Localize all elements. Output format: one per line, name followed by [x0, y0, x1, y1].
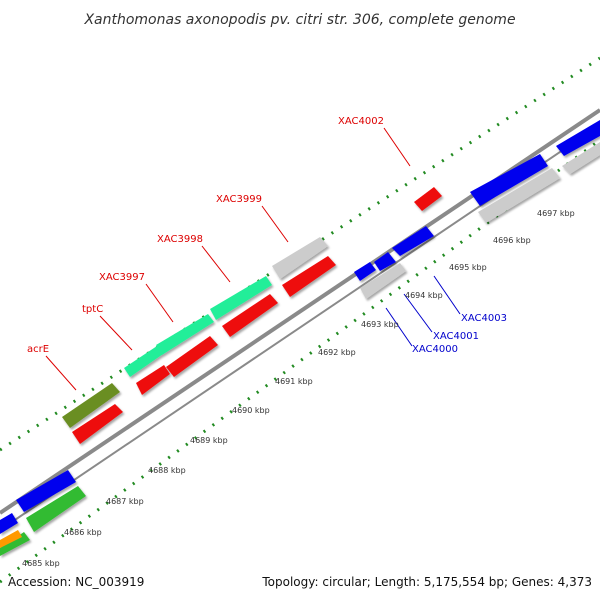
gene-feature — [282, 256, 336, 297]
gene-feature — [136, 365, 170, 395]
scale-label: 4693 kbp — [361, 320, 399, 329]
gene-feature — [124, 344, 166, 377]
scale-label: 4694 kbp — [405, 291, 443, 300]
scale-label: 4689 kbp — [190, 436, 228, 445]
leader-XAC4001 — [403, 293, 433, 333]
gene-labels: acrE tptC XAC3997 XAC3998 XAC3999 XAC400… — [27, 116, 507, 355]
scale-label: 4686 kbp — [64, 528, 102, 537]
gene-feature — [62, 383, 120, 428]
map-title: Xanthomonas axonopodis pv. citri str. 30… — [83, 12, 515, 28]
leader-XAC3999 — [261, 205, 289, 243]
gene-label-XAC3997: XAC3997 — [99, 272, 145, 283]
scale-label: 4687 kbp — [106, 497, 144, 506]
gene-feature — [0, 532, 30, 556]
gene-feature — [26, 486, 86, 532]
gene-label-XAC4000: XAC4000 — [412, 344, 458, 355]
gene-label-XAC4001: XAC4001 — [433, 331, 479, 342]
scale-label: 4696 kbp — [493, 236, 531, 245]
gene-feature — [156, 314, 214, 355]
scale-label: 4685 kbp — [22, 559, 60, 568]
gene-feature — [272, 237, 328, 279]
gene-feature — [374, 252, 396, 271]
leader-XAC4000 — [385, 307, 413, 347]
scale-labels: 4685 kbp 4686 kbp 4687 kbp 4688 kbp 4689… — [22, 209, 575, 568]
gene-feature — [562, 142, 600, 174]
gene-feature — [470, 154, 548, 206]
scale-label: 4691 kbp — [275, 377, 313, 386]
topology-text: Topology: circular; Length: 5,175,554 bp… — [261, 575, 592, 589]
gene-feature — [360, 263, 406, 299]
gene-feature — [392, 226, 434, 256]
scale-label: 4690 kbp — [232, 406, 270, 415]
gene-feature — [414, 187, 442, 211]
tick-tracks — [0, 56, 600, 584]
gene-features — [0, 120, 600, 556]
gene-label-acrE: acrE — [27, 344, 49, 355]
gene-label-XAC4003: XAC4003 — [461, 313, 507, 324]
gene-feature — [166, 336, 218, 377]
gene-feature — [354, 262, 376, 281]
leader-XAC4003 — [433, 275, 461, 315]
scale-label: 4695 kbp — [449, 263, 487, 272]
leader-tptC — [99, 315, 133, 351]
gene-label-XAC3998: XAC3998 — [157, 234, 203, 245]
scale-label: 4692 kbp — [318, 348, 356, 357]
accession-text: Accession: NC_003919 — [8, 575, 144, 589]
leader-XAC4002 — [383, 127, 411, 167]
gene-feature — [478, 168, 560, 223]
gene-leader-lines — [45, 127, 461, 391]
gene-feature — [556, 120, 600, 156]
gene-feature — [0, 513, 18, 534]
gene-feature — [16, 470, 76, 512]
gene-feature — [0, 530, 22, 548]
gene-label-tptC: tptC — [82, 304, 103, 315]
scale-label: 4697 kbp — [537, 209, 575, 218]
leader-XAC3997 — [145, 283, 174, 323]
leader-acrE — [45, 355, 77, 391]
leader-XAC3998 — [201, 245, 231, 283]
gene-label-XAC4002: XAC4002 — [338, 116, 384, 127]
scale-label: 4688 kbp — [148, 466, 186, 475]
gene-feature — [222, 294, 278, 337]
gene-label-XAC3999: XAC3999 — [216, 194, 262, 205]
gene-feature — [210, 276, 272, 320]
gene-feature — [72, 404, 123, 444]
